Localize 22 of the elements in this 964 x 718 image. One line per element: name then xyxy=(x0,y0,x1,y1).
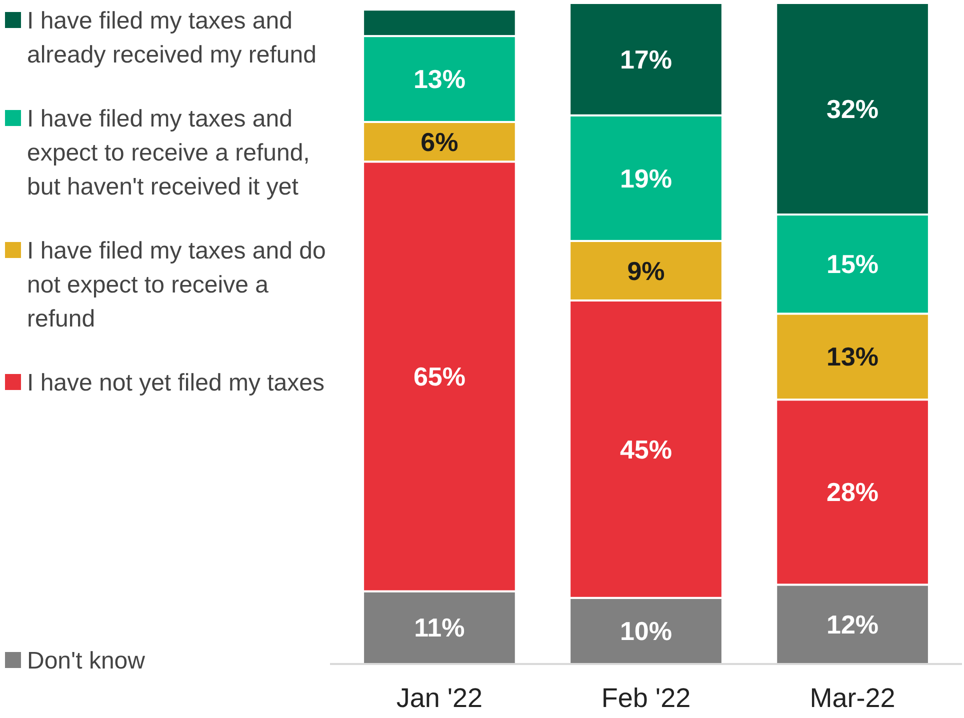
data-label: 45% xyxy=(620,434,672,464)
series-label: I have not yet filed my taxes xyxy=(27,369,324,396)
data-label: 13% xyxy=(413,64,466,94)
data-label: 9% xyxy=(627,256,665,286)
data-label: 17% xyxy=(620,44,672,74)
legend-label: I have filed my taxes and already received my refund xyxy=(27,7,316,68)
data-label: 28% xyxy=(826,477,879,508)
data-label: 15% xyxy=(826,249,879,280)
data-label: 12% xyxy=(826,609,879,640)
x-tick-label: Feb '22 xyxy=(601,683,691,714)
legend-label: I have filed my taxes and expect to receive a refund, but haven't received it yet xyxy=(27,105,310,200)
data-label: 6% xyxy=(420,126,458,157)
data-label: 10% xyxy=(620,616,672,646)
legend-label: I have filed my taxes and do not expect to receive a refund xyxy=(27,237,326,332)
legend-label: Don't know xyxy=(27,647,146,674)
data-label: 13% xyxy=(826,342,879,372)
data-label: 65% xyxy=(413,362,466,392)
data-label: 32% xyxy=(826,94,879,124)
data-label: 19% xyxy=(620,163,672,194)
x-tick-label: Jan '22 xyxy=(396,683,483,714)
data-label: 11% xyxy=(414,612,465,643)
x-tick-label: Mar-22 xyxy=(810,683,896,714)
